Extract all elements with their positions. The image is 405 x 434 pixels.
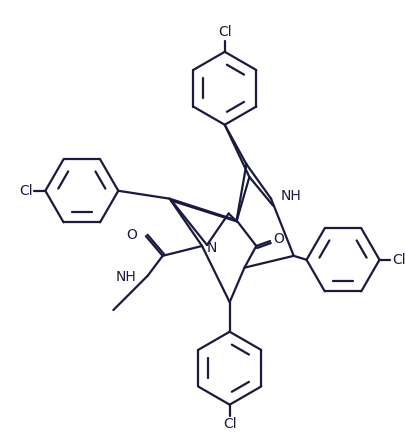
Text: Cl: Cl [19, 184, 32, 198]
Text: NH: NH [281, 189, 302, 203]
Text: Cl: Cl [218, 25, 232, 39]
Text: O: O [126, 228, 137, 242]
Text: O: O [273, 232, 284, 246]
Text: Cl: Cl [392, 253, 405, 267]
Text: N: N [207, 241, 217, 255]
Text: NH: NH [115, 270, 136, 283]
Text: Cl: Cl [223, 418, 237, 431]
